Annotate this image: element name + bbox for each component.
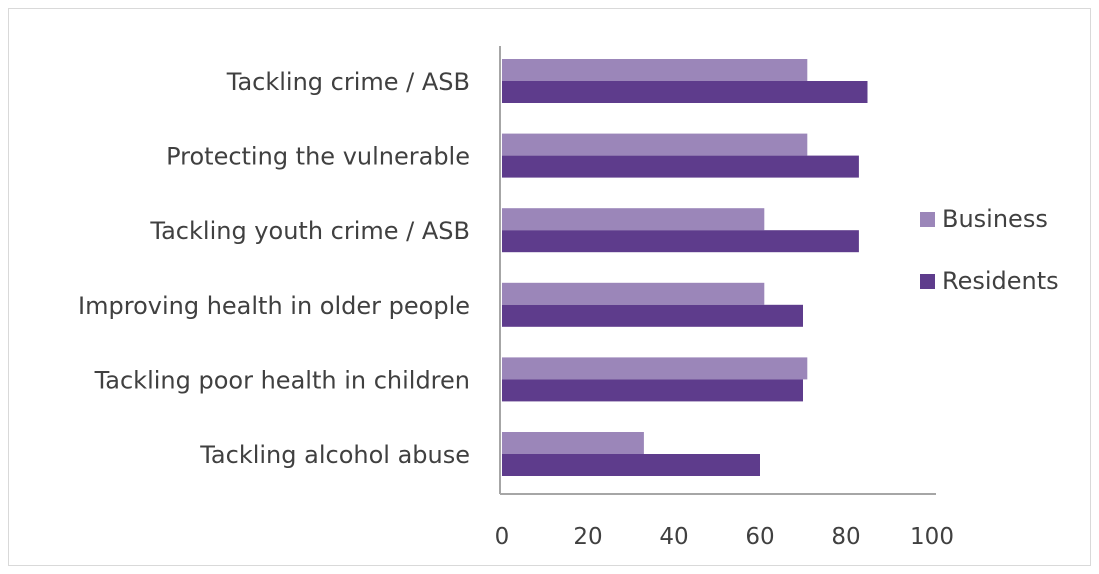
x-tick-labels: 0 20 40 60 80 100 — [495, 524, 954, 550]
category-label: Tackling youth crime / ASB — [149, 217, 470, 245]
category-label: Protecting the vulnerable — [166, 143, 470, 171]
bar-residents — [502, 155, 859, 178]
x-tick-label: 100 — [910, 524, 954, 550]
bars — [502, 59, 868, 476]
x-tick-label: 20 — [573, 524, 602, 550]
category-label: Improving health in older people — [78, 292, 470, 320]
x-tick-label: 80 — [831, 524, 860, 550]
legend-label: Business — [942, 205, 1048, 233]
x-tick-label: 0 — [495, 524, 510, 550]
bar-business — [502, 357, 808, 380]
legend-label: Residents — [942, 267, 1059, 295]
chart-frame: Tackling crime / ASB Protecting the vulne… — [8, 8, 1091, 566]
x-tick-label: 60 — [745, 524, 774, 550]
bar-business — [502, 59, 808, 81]
bar-residents — [502, 304, 803, 327]
x-tick-label: 40 — [659, 524, 688, 550]
bar-residents — [502, 379, 803, 402]
category-label: Tackling alcohol abuse — [199, 441, 470, 469]
legend-swatch — [920, 212, 935, 227]
bar-business — [502, 133, 808, 156]
bar-business — [502, 432, 644, 454]
category-label: Tackling crime / ASB — [226, 68, 470, 96]
bar-business — [502, 208, 765, 231]
bar-business — [502, 282, 765, 305]
category-label: Tackling poor health in children — [94, 366, 470, 394]
bar-residents — [502, 454, 760, 476]
bar-residents — [502, 230, 859, 253]
legend: Business Residents — [920, 205, 1059, 295]
category-labels: Tackling crime / ASB Protecting the vulne… — [78, 68, 470, 469]
bar-residents — [502, 81, 868, 103]
legend-swatch — [920, 274, 935, 289]
bar-chart: Tackling crime / ASB Protecting the vulne… — [78, 46, 1059, 550]
